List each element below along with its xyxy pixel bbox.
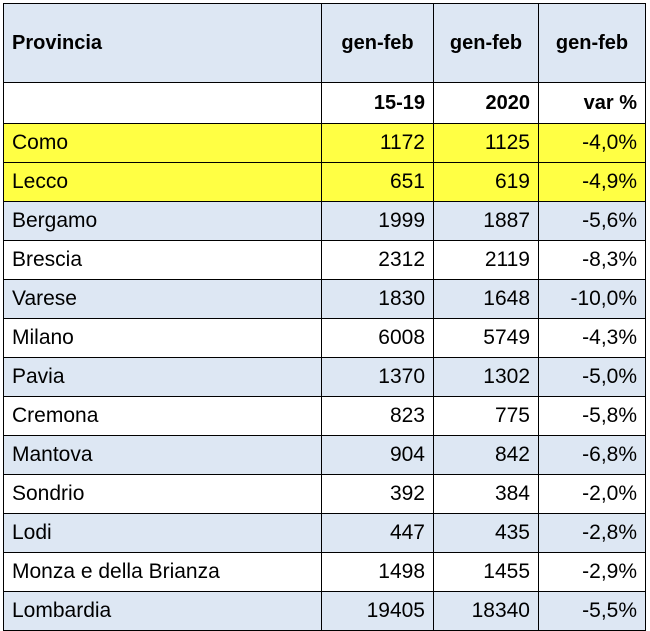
table-row: Lecco 651 619 -4,9% xyxy=(3,162,646,202)
value-15-19-cell: 392 xyxy=(321,474,434,514)
table-row: Brescia 2312 2119 -8,3% xyxy=(3,240,646,280)
variation-cell: -2,9% xyxy=(538,552,646,592)
deaths-by-province-table: Provincia gen-feb gen-feb gen-feb 15-19 … xyxy=(3,3,646,631)
value-2020-cell: 18340 xyxy=(433,591,539,631)
value-15-19-cell: 6008 xyxy=(321,318,434,358)
table-row: Bergamo 1999 1887 -5,6% xyxy=(3,201,646,241)
province-name-cell: Pavia xyxy=(3,357,322,397)
value-15-19-cell: 1999 xyxy=(321,201,434,241)
province-name-cell: Sondrio xyxy=(3,474,322,514)
subheader-col-1: 15-19 xyxy=(321,82,434,124)
province-name-cell: Brescia xyxy=(3,240,322,280)
value-15-19-cell: 1370 xyxy=(321,357,434,397)
value-2020-cell: 1125 xyxy=(433,123,539,163)
value-2020-cell: 1887 xyxy=(433,201,539,241)
value-15-19-cell: 823 xyxy=(321,396,434,436)
variation-cell: -4,9% xyxy=(538,162,646,202)
table-row: Pavia 1370 1302 -5,0% xyxy=(3,357,646,397)
value-2020-cell: 384 xyxy=(433,474,539,514)
variation-cell: -5,8% xyxy=(538,396,646,436)
value-15-19-cell: 1172 xyxy=(321,123,434,163)
value-15-19-cell: 2312 xyxy=(321,240,434,280)
province-name-cell: Monza e della Brianza xyxy=(3,552,322,592)
value-15-19-cell: 904 xyxy=(321,435,434,475)
header-col-3: gen-feb xyxy=(538,3,646,83)
variation-cell: -5,0% xyxy=(538,357,646,397)
subheader-col-2: 2020 xyxy=(433,82,539,124)
table-row: Cremona 823 775 -5,8% xyxy=(3,396,646,436)
value-2020-cell: 619 xyxy=(433,162,539,202)
value-2020-cell: 842 xyxy=(433,435,539,475)
subheader-provincia xyxy=(3,82,322,124)
variation-cell: -2,0% xyxy=(538,474,646,514)
variation-cell: -4,0% xyxy=(538,123,646,163)
header-provincia: Provincia xyxy=(3,3,322,83)
table-row: Monza e della Brianza 1498 1455 -2,9% xyxy=(3,552,646,592)
subheader-row: 15-19 2020 var % xyxy=(3,82,646,124)
table-row: Lombardia 19405 18340 -5,5% xyxy=(3,591,646,631)
province-name-cell: Mantova xyxy=(3,435,322,475)
header-row: Provincia gen-feb gen-feb gen-feb xyxy=(3,3,646,83)
variation-cell: -2,8% xyxy=(538,513,646,553)
value-2020-cell: 2119 xyxy=(433,240,539,280)
table-row: Lodi 447 435 -2,8% xyxy=(3,513,646,553)
variation-cell: -6,8% xyxy=(538,435,646,475)
value-2020-cell: 435 xyxy=(433,513,539,553)
header-col-2: gen-feb xyxy=(433,3,539,83)
province-name-cell: Varese xyxy=(3,279,322,319)
province-name-cell: Lombardia xyxy=(3,591,322,631)
value-15-19-cell: 651 xyxy=(321,162,434,202)
variation-cell: -5,6% xyxy=(538,201,646,241)
province-name-cell: Bergamo xyxy=(3,201,322,241)
value-2020-cell: 775 xyxy=(433,396,539,436)
header-col-1: gen-feb xyxy=(321,3,434,83)
variation-cell: -10,0% xyxy=(538,279,646,319)
table-row: Milano 6008 5749 -4,3% xyxy=(3,318,646,358)
province-name-cell: Lecco xyxy=(3,162,322,202)
table-row: Varese 1830 1648 -10,0% xyxy=(3,279,646,319)
table-row: Mantova 904 842 -6,8% xyxy=(3,435,646,475)
value-2020-cell: 1455 xyxy=(433,552,539,592)
province-name-cell: Milano xyxy=(3,318,322,358)
variation-cell: -5,5% xyxy=(538,591,646,631)
value-15-19-cell: 447 xyxy=(321,513,434,553)
subheader-col-3: var % xyxy=(538,82,646,124)
table-body: Provincia gen-feb gen-feb gen-feb 15-19 … xyxy=(3,3,646,631)
value-15-19-cell: 1830 xyxy=(321,279,434,319)
value-15-19-cell: 19405 xyxy=(321,591,434,631)
province-name-cell: Lodi xyxy=(3,513,322,553)
table-row: Como 1172 1125 -4,0% xyxy=(3,123,646,163)
table-row: Sondrio 392 384 -2,0% xyxy=(3,474,646,514)
value-15-19-cell: 1498 xyxy=(321,552,434,592)
province-name-cell: Como xyxy=(3,123,322,163)
value-2020-cell: 5749 xyxy=(433,318,539,358)
province-name-cell: Cremona xyxy=(3,396,322,436)
variation-cell: -4,3% xyxy=(538,318,646,358)
value-2020-cell: 1302 xyxy=(433,357,539,397)
variation-cell: -8,3% xyxy=(538,240,646,280)
value-2020-cell: 1648 xyxy=(433,279,539,319)
